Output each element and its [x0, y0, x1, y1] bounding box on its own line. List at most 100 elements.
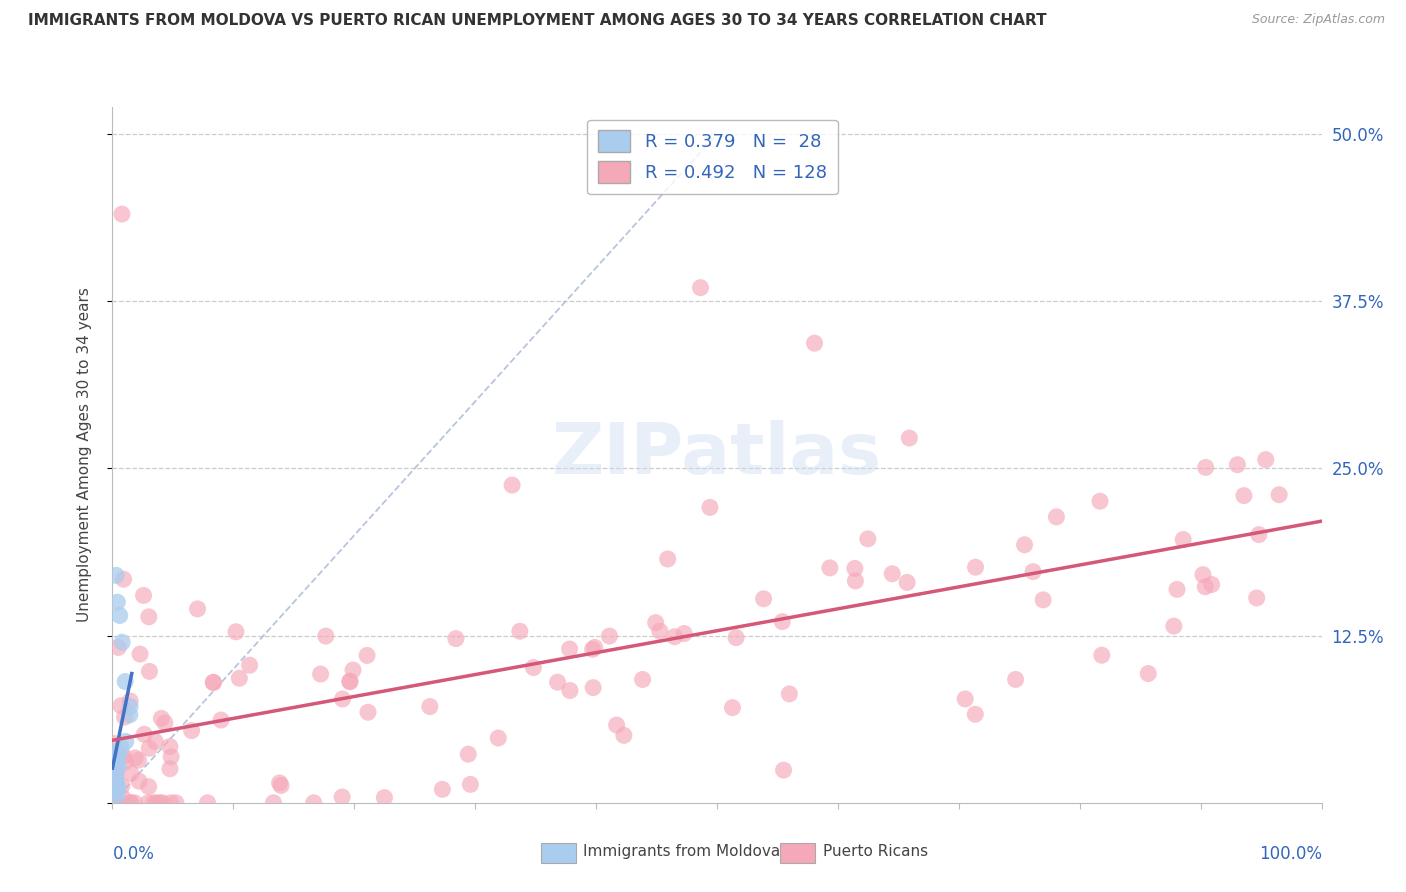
Point — [107, 760, 129, 774]
Point — [107, 780, 129, 795]
Point — [149, 796, 172, 810]
Point — [357, 705, 380, 719]
Point — [110, 740, 132, 755]
Point — [128, 774, 150, 789]
Point — [457, 747, 479, 761]
Point — [1247, 527, 1270, 541]
Point — [752, 591, 775, 606]
Point — [110, 698, 132, 713]
Point — [138, 665, 160, 679]
Point — [105, 756, 128, 770]
Point — [111, 790, 134, 805]
Point — [689, 281, 711, 295]
Point — [159, 739, 181, 754]
Point — [228, 671, 250, 685]
Point — [105, 595, 128, 609]
Text: Puerto Ricans: Puerto Ricans — [823, 845, 928, 859]
Point — [581, 642, 603, 657]
Point — [778, 687, 800, 701]
Point — [103, 765, 125, 780]
Point — [120, 796, 142, 810]
Point — [1088, 494, 1111, 508]
Point — [160, 796, 183, 810]
Point — [1233, 489, 1256, 503]
Legend: R = 0.379   N =  28, R = 0.492   N = 128: R = 0.379 N = 28, R = 0.492 N = 128 — [588, 120, 838, 194]
Point — [103, 772, 125, 786]
Point — [187, 602, 209, 616]
Point — [138, 741, 160, 756]
Point — [803, 336, 825, 351]
Text: 0.0%: 0.0% — [112, 845, 155, 863]
Point — [965, 560, 987, 574]
Point — [197, 796, 219, 810]
Text: Immigrants from Moldova: Immigrants from Moldova — [583, 845, 780, 859]
Point — [522, 660, 544, 674]
Point — [1091, 648, 1114, 663]
Point — [1194, 580, 1216, 594]
Text: ZIPatlas: ZIPatlas — [553, 420, 882, 490]
Point — [1137, 666, 1160, 681]
Point — [145, 796, 167, 810]
Point — [1254, 452, 1277, 467]
Point — [1192, 567, 1215, 582]
Point — [104, 770, 127, 784]
Point — [225, 624, 247, 639]
Point — [1045, 509, 1067, 524]
Point — [1166, 582, 1188, 597]
Point — [107, 640, 129, 655]
Point — [159, 762, 181, 776]
Point — [153, 715, 176, 730]
Point — [818, 561, 841, 575]
Point — [104, 771, 127, 785]
Point — [104, 796, 127, 810]
Point — [598, 629, 620, 643]
Point — [342, 663, 364, 677]
Point — [165, 796, 187, 810]
Point — [108, 608, 131, 623]
Point — [644, 615, 666, 630]
Text: IMMIGRANTS FROM MOLDOVA VS PUERTO RICAN UNEMPLOYMENT AMONG AGES 30 TO 34 YEARS C: IMMIGRANTS FROM MOLDOVA VS PUERTO RICAN … — [28, 13, 1046, 29]
Point — [509, 624, 531, 639]
Point — [103, 776, 125, 790]
Point — [138, 780, 160, 794]
Point — [105, 776, 128, 790]
Point — [104, 777, 127, 791]
Point — [1173, 533, 1195, 547]
Point — [239, 658, 262, 673]
Point — [444, 632, 467, 646]
Point — [105, 796, 128, 810]
Point — [699, 500, 721, 515]
Point — [114, 755, 136, 769]
Point — [1226, 458, 1249, 472]
Point — [101, 747, 124, 761]
Point — [664, 630, 686, 644]
Point — [120, 796, 142, 810]
Point — [844, 561, 866, 575]
Point — [202, 675, 225, 690]
Point — [101, 779, 124, 793]
Point — [302, 796, 325, 810]
Point — [332, 692, 354, 706]
Point — [104, 768, 127, 782]
Point — [1022, 565, 1045, 579]
Point — [725, 631, 748, 645]
Point — [114, 674, 136, 689]
Point — [112, 572, 135, 586]
Point — [104, 767, 127, 781]
Point — [953, 692, 976, 706]
Point — [150, 711, 173, 725]
Point — [648, 624, 671, 639]
Point — [136, 796, 159, 810]
Point — [104, 785, 127, 799]
Point — [673, 626, 696, 640]
Point — [152, 796, 174, 810]
Point — [631, 673, 654, 687]
Point — [1194, 460, 1216, 475]
Point — [856, 532, 879, 546]
Point — [105, 568, 128, 582]
Point — [339, 674, 361, 689]
Point — [124, 751, 146, 765]
Point — [1246, 591, 1268, 605]
Point — [138, 610, 160, 624]
Point — [965, 707, 987, 722]
